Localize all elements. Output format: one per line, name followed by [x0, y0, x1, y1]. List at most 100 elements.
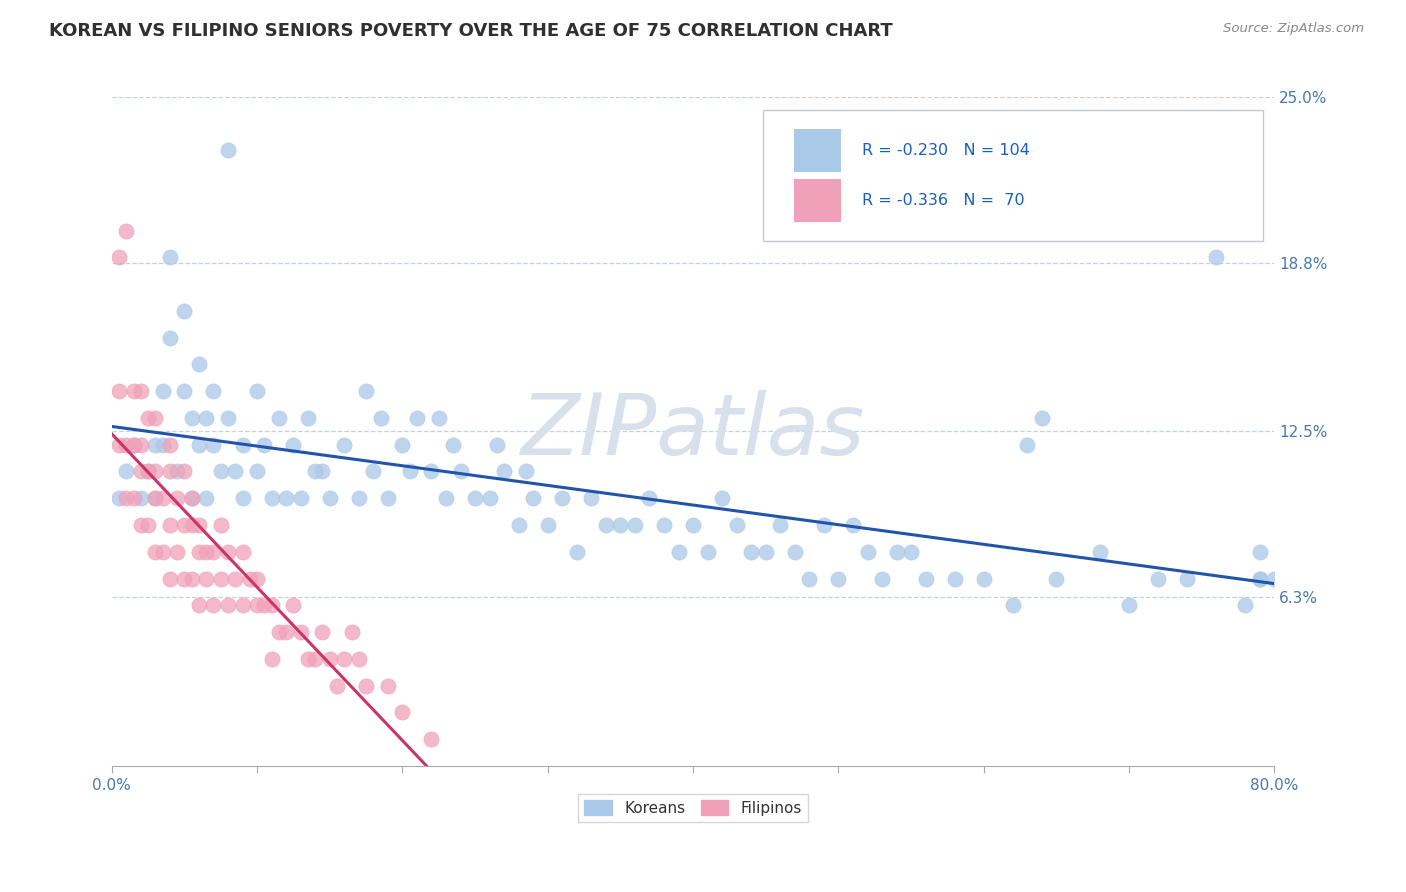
Point	[122, 438, 145, 452]
Point	[246, 384, 269, 399]
Point	[267, 411, 290, 425]
FancyBboxPatch shape	[763, 111, 1263, 241]
Point	[537, 518, 560, 533]
Point	[108, 384, 131, 399]
Text: R = -0.230   N = 104: R = -0.230 N = 104	[862, 143, 1029, 158]
Point	[231, 491, 253, 506]
Legend: Koreans, Filipinos: Koreans, Filipinos	[578, 794, 808, 822]
Point	[522, 491, 544, 506]
Point	[1147, 572, 1170, 586]
Point	[115, 491, 138, 506]
Point	[304, 465, 326, 479]
Point	[173, 465, 195, 479]
Point	[856, 545, 879, 559]
Point	[108, 438, 131, 452]
Point	[696, 545, 718, 559]
Point	[755, 545, 778, 559]
Point	[195, 411, 218, 425]
Point	[224, 572, 246, 586]
Point	[187, 599, 209, 613]
Point	[122, 438, 145, 452]
Point	[217, 411, 239, 425]
Point	[450, 465, 472, 479]
Point	[159, 251, 181, 265]
Point	[129, 491, 152, 506]
Point	[108, 251, 131, 265]
Point	[1263, 572, 1285, 586]
Point	[166, 465, 188, 479]
Point	[1017, 438, 1039, 452]
Point	[783, 545, 806, 559]
Point	[1249, 545, 1271, 559]
Point	[624, 518, 647, 533]
Point	[129, 438, 152, 452]
Point	[187, 438, 209, 452]
Point	[166, 545, 188, 559]
Point	[740, 545, 762, 559]
Point	[187, 358, 209, 372]
Point	[136, 518, 159, 533]
Point	[485, 438, 508, 452]
Point	[1031, 411, 1053, 425]
Point	[276, 625, 298, 640]
Point	[136, 411, 159, 425]
Point	[115, 465, 138, 479]
Point	[354, 679, 377, 693]
Text: KOREAN VS FILIPINO SENIORS POVERTY OVER THE AGE OF 75 CORRELATION CHART: KOREAN VS FILIPINO SENIORS POVERTY OVER …	[49, 22, 893, 40]
Point	[173, 518, 195, 533]
Point	[187, 518, 209, 533]
Point	[136, 465, 159, 479]
Point	[143, 411, 166, 425]
Text: Source: ZipAtlas.com: Source: ZipAtlas.com	[1223, 22, 1364, 36]
Point	[900, 545, 922, 559]
Point	[202, 438, 225, 452]
Point	[209, 518, 232, 533]
Point	[595, 518, 617, 533]
Point	[441, 438, 464, 452]
Point	[427, 411, 450, 425]
Point	[217, 599, 239, 613]
Point	[159, 438, 181, 452]
Point	[143, 465, 166, 479]
Point	[209, 465, 232, 479]
Point	[1234, 599, 1257, 613]
Point	[609, 518, 631, 533]
Point	[1249, 572, 1271, 586]
Point	[886, 545, 908, 559]
Point	[494, 465, 516, 479]
Point	[253, 438, 276, 452]
Point	[231, 545, 253, 559]
Point	[340, 625, 363, 640]
Point	[166, 491, 188, 506]
Point	[1088, 545, 1111, 559]
Point	[478, 491, 501, 506]
Point	[180, 518, 202, 533]
Point	[581, 491, 603, 506]
Point	[290, 625, 312, 640]
Point	[152, 545, 174, 559]
Point	[1045, 572, 1067, 586]
Point	[398, 465, 420, 479]
Point	[711, 491, 734, 506]
Point	[347, 652, 370, 666]
FancyBboxPatch shape	[794, 128, 841, 172]
Point	[1175, 572, 1198, 586]
Point	[159, 518, 181, 533]
Point	[224, 465, 246, 479]
Point	[769, 518, 792, 533]
Point	[195, 572, 218, 586]
Point	[391, 706, 413, 720]
Point	[231, 599, 253, 613]
Point	[813, 518, 835, 533]
Point	[508, 518, 530, 533]
Point	[217, 545, 239, 559]
Point	[304, 652, 326, 666]
Point	[682, 518, 704, 533]
Point	[870, 572, 893, 586]
Point	[143, 491, 166, 506]
Point	[217, 144, 239, 158]
Point	[515, 465, 537, 479]
Point	[152, 384, 174, 399]
Point	[136, 465, 159, 479]
Point	[143, 491, 166, 506]
